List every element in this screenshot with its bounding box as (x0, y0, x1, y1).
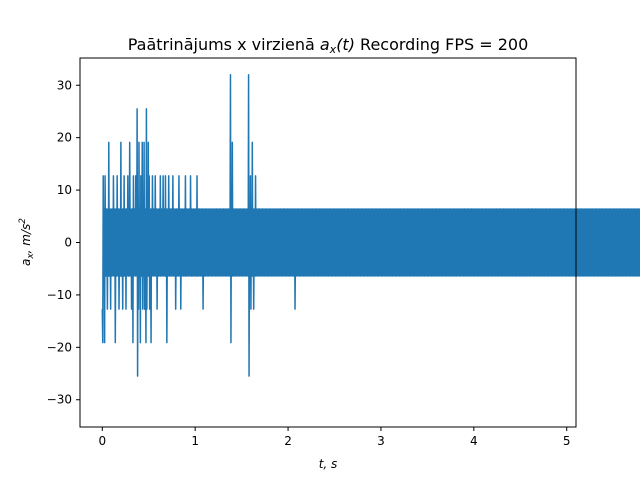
y-tick-label: 10 (57, 183, 72, 197)
chart-title-var: a (320, 35, 330, 54)
x-axis-ticks: 0 1 2 3 4 5 (98, 427, 571, 448)
x-axis-label: t, s (319, 457, 338, 471)
chart-title-sub: x (329, 43, 337, 56)
y-tick-label: −30 (47, 393, 72, 407)
chart-title-arg: (t) (336, 35, 355, 54)
x-tick-label: 4 (470, 434, 478, 448)
chart-title-prefix: Paātrinājums x virzienā (128, 35, 320, 54)
series-layer (101, 74, 640, 377)
y-axis-label-sup: 2 (18, 218, 28, 224)
x-tick-label: 2 (284, 434, 292, 448)
y-axis-ticks: −30 −20 −10 0 10 20 30 (47, 78, 80, 407)
y-tick-label: 30 (57, 78, 72, 92)
y-tick-label: 0 (64, 236, 72, 250)
x-tick-label: 5 (563, 434, 571, 448)
y-axis-label-rest: , m/s (19, 224, 33, 254)
x-tick-label: 0 (98, 434, 106, 448)
y-axis-label: ax, m/s2 (18, 218, 36, 266)
y-axis-label-sub: x (26, 253, 36, 260)
x-tick-label: 3 (377, 434, 385, 448)
series-line (101, 74, 640, 377)
x-tick-label: 1 (191, 434, 199, 448)
y-tick-label: −20 (47, 340, 72, 354)
y-axis-label-var: a (19, 259, 33, 266)
y-tick-label: −10 (47, 288, 72, 302)
chart-title-suffix: Recording FPS = 200 (355, 35, 528, 54)
chart-title: Paātrinājums x virzienā ax(t) Recording … (128, 35, 529, 56)
y-tick-label: 20 (57, 131, 72, 145)
